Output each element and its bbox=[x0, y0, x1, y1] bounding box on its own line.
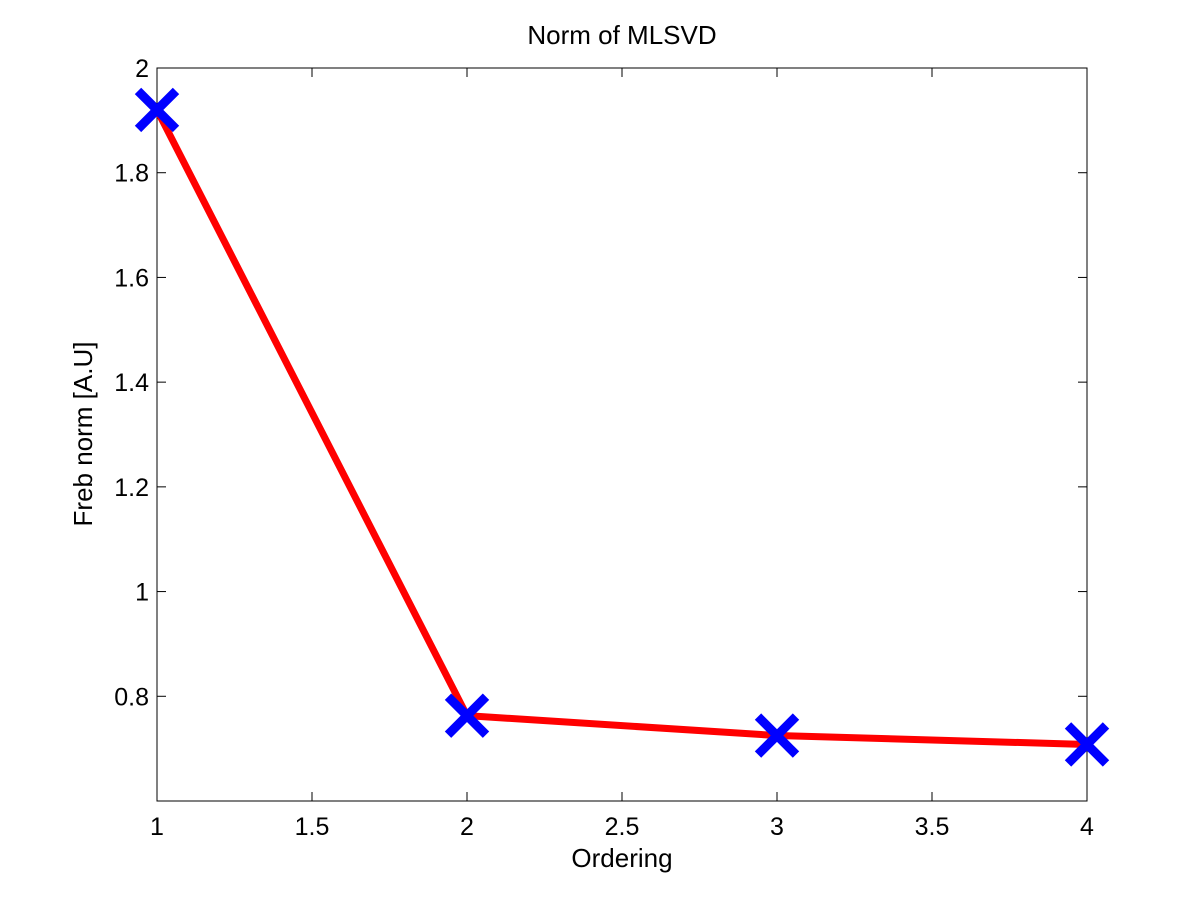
marker-stroke bbox=[444, 693, 490, 738]
x-tick-label: 4 bbox=[1080, 813, 1094, 841]
data-point-marker bbox=[754, 713, 800, 758]
y-tick-label: 0.8 bbox=[114, 683, 149, 711]
ticks-layer: 1 1.5 2 2.5 3 3.5 4 0.8 1 1.2 1.4 1.6 1.8 2 bbox=[114, 55, 1094, 841]
data-point-marker bbox=[1064, 722, 1110, 767]
x-tick-label: 1 bbox=[150, 813, 164, 841]
x-tick-label: 1.5 bbox=[295, 813, 330, 841]
x-tick-label: 3.5 bbox=[915, 813, 950, 841]
y-tick-label: 1.4 bbox=[114, 369, 149, 397]
x-tick-label: 3 bbox=[770, 813, 784, 841]
data-point-marker bbox=[444, 693, 490, 738]
x-axis-label: Ordering bbox=[571, 843, 672, 873]
data-point-marker bbox=[134, 87, 180, 133]
series-line bbox=[153, 108, 1088, 748]
markers-layer bbox=[134, 87, 1110, 767]
y-axis-label: Freb norm [A.U] bbox=[68, 342, 98, 527]
y-tick-label: 1.2 bbox=[114, 474, 149, 502]
y-tick-label: 2 bbox=[135, 55, 149, 83]
y-tick-label: 1.8 bbox=[114, 160, 149, 188]
chart-title: Norm of MLSVD bbox=[527, 20, 716, 50]
x-tick-label: 2.5 bbox=[605, 813, 640, 841]
plot-area bbox=[156, 67, 1088, 802]
x-tick-label: 2 bbox=[460, 813, 474, 841]
y-tick-label: 1 bbox=[135, 579, 149, 607]
marker-stroke bbox=[1064, 722, 1110, 767]
series-layer bbox=[153, 108, 1088, 748]
y-tick-label: 1.6 bbox=[114, 264, 149, 292]
marker-stroke bbox=[754, 713, 800, 758]
marker-stroke bbox=[134, 87, 180, 133]
